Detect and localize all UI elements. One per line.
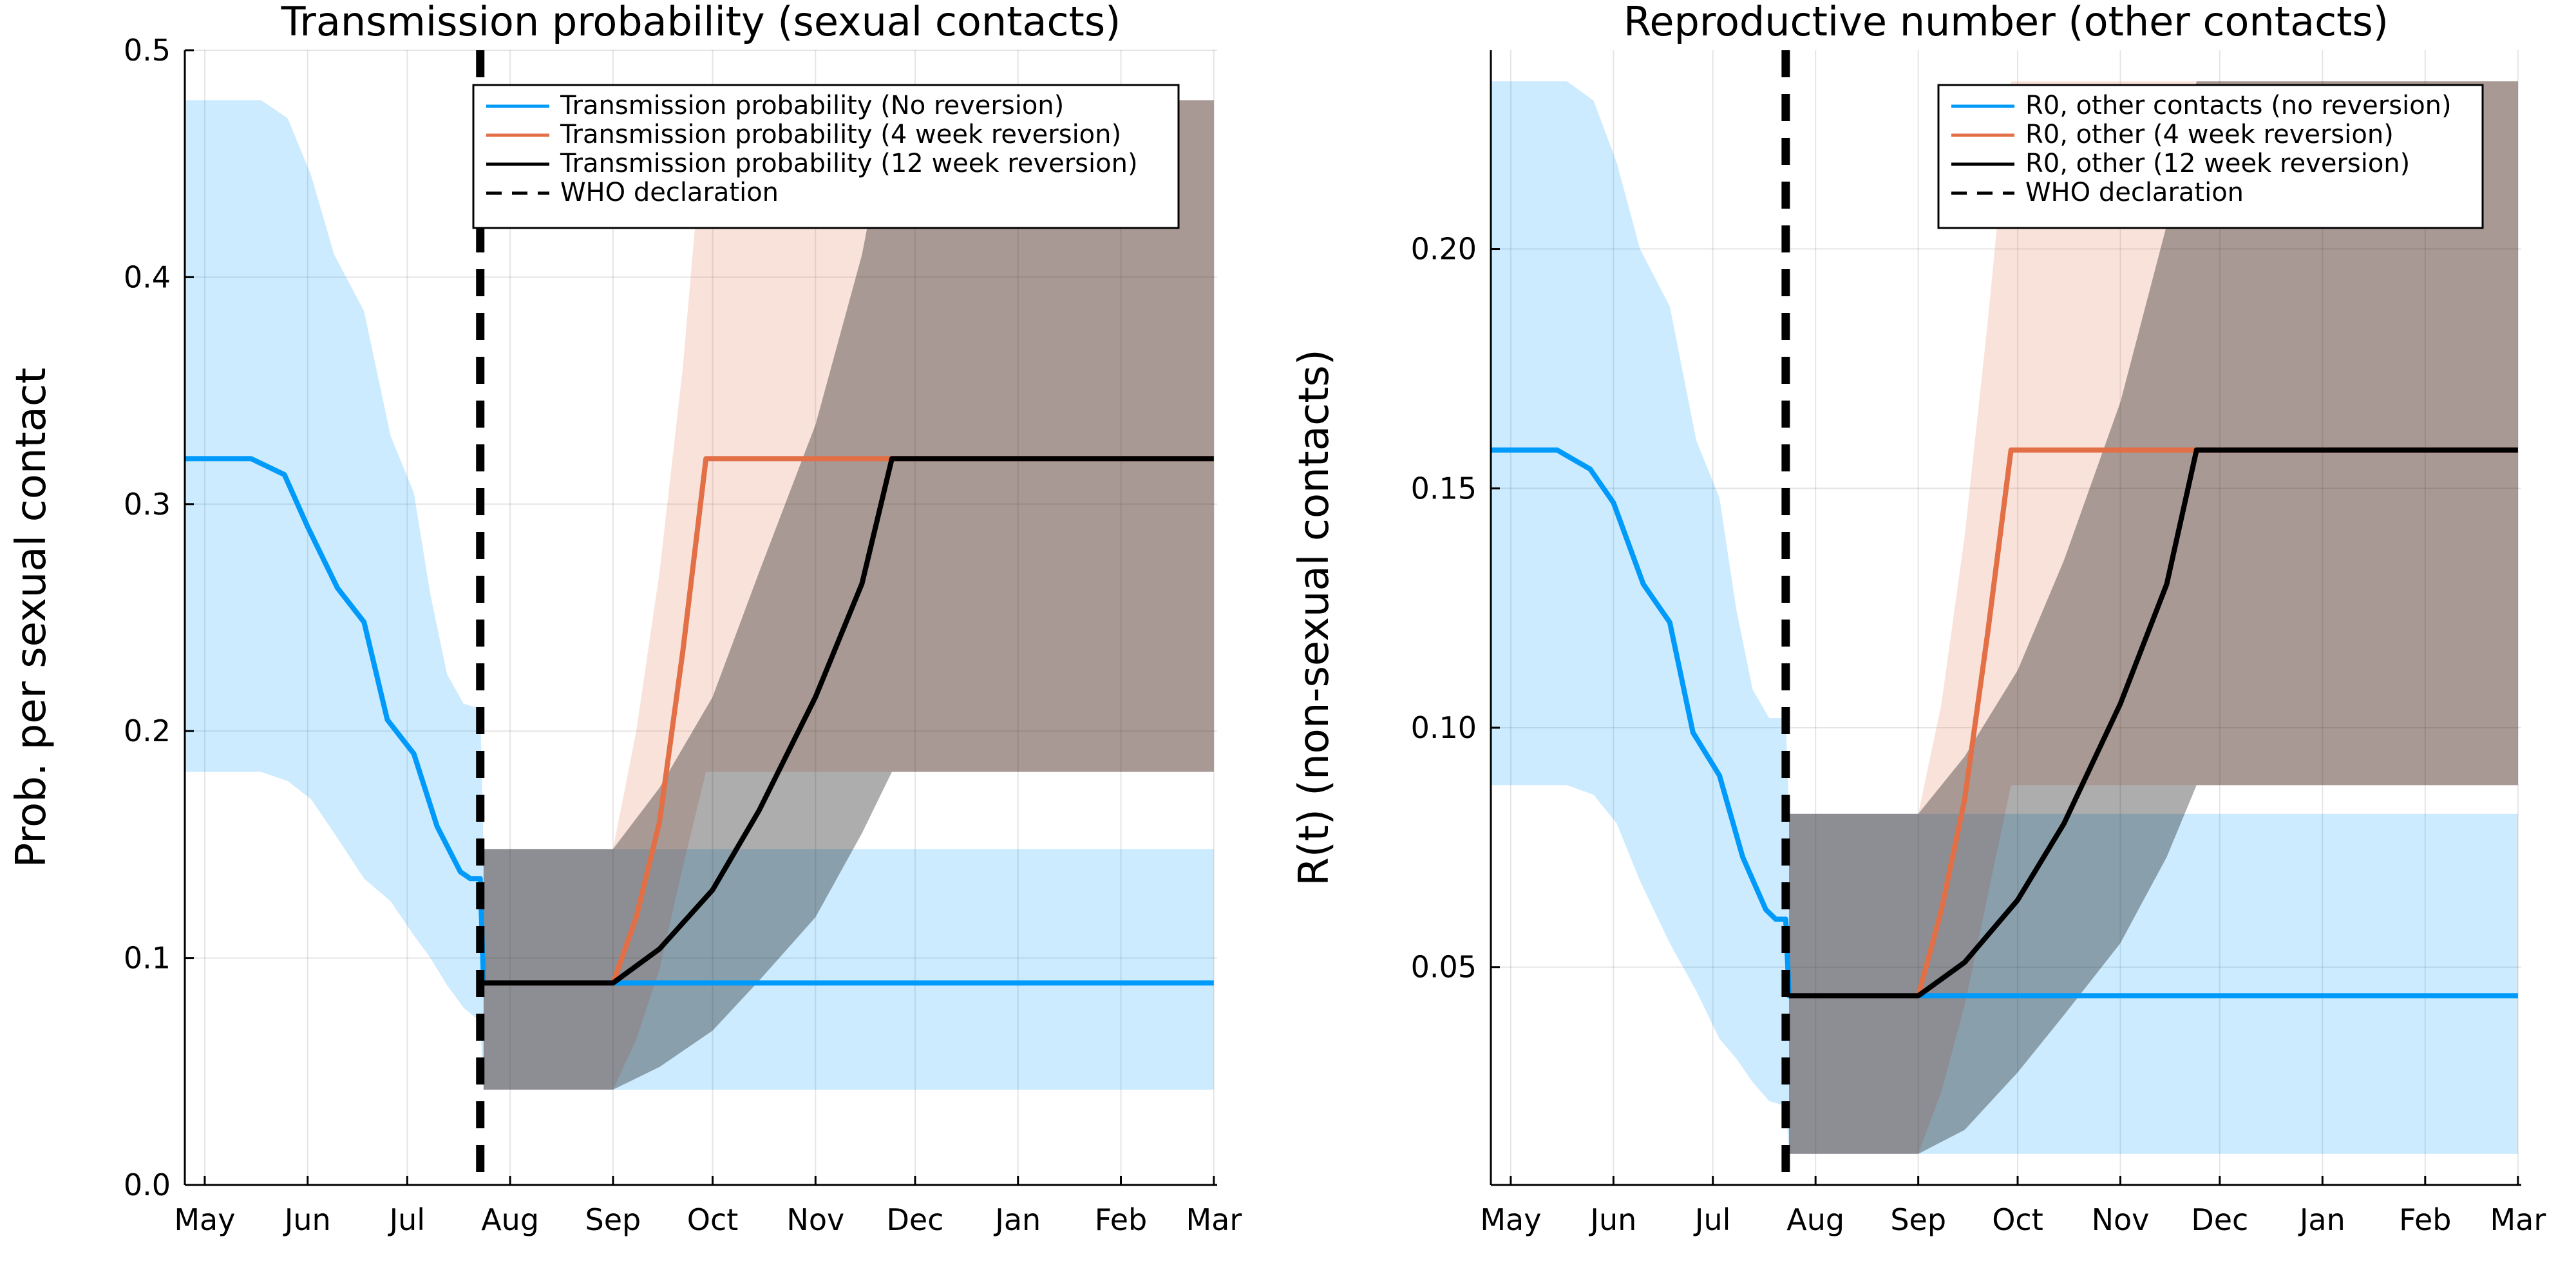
x-tick-label: Mar	[1186, 1202, 1242, 1237]
legend-label: R0, other contacts (no reversion)	[2025, 91, 2452, 120]
y-tick-label: 0.3	[124, 487, 171, 522]
y-tick-label: 0.4	[124, 260, 171, 294]
x-tick-label: Feb	[2399, 1202, 2451, 1237]
series-band-1	[1491, 81, 2518, 1154]
y-axis-label: Prob. per sexual contact	[8, 368, 55, 867]
legend-label: R0, other (4 week reversion)	[2025, 120, 2394, 149]
legend-label: Transmission probability (No reversion)	[560, 91, 1064, 120]
series-band-1	[185, 100, 1214, 1090]
x-tick-label: Oct	[1992, 1202, 2043, 1237]
legend-label: WHO declaration	[560, 178, 779, 207]
series-line-3	[483, 456, 1214, 986]
x-tick-label: Sep	[1890, 1202, 1946, 1237]
y-axis-label: R(t) (non-sexual contacts)	[1291, 349, 1338, 886]
x-tick-label: May	[174, 1202, 235, 1237]
legend: R0, other contacts (no reversion)R0, oth…	[1937, 84, 2484, 229]
x-tick-label: May	[1480, 1202, 1541, 1237]
y-tick-label: 0.2	[124, 714, 171, 748]
x-tick-label: Jun	[283, 1202, 331, 1237]
x-tick-label: Dec	[2191, 1202, 2248, 1237]
x-tick-label: Nov	[2092, 1202, 2150, 1237]
y-tick-label: 0.1	[124, 941, 171, 976]
y-tick-label: 0.15	[1411, 471, 1477, 506]
x-tick-label: Jul	[388, 1202, 426, 1237]
chart-title: Transmission probability (sexual contact…	[281, 0, 1121, 45]
x-tick-label: Jul	[1693, 1202, 1731, 1237]
legend-label: WHO declaration	[2025, 178, 2244, 207]
x-tick-label: Aug	[1786, 1202, 1844, 1237]
x-tick-label: Feb	[1095, 1202, 1147, 1237]
legend-label: R0, other (12 week reversion)	[2025, 149, 2410, 178]
series-line-1	[185, 456, 1214, 986]
y-tick-label: 0.05	[1411, 950, 1477, 985]
series-band-2	[483, 100, 1214, 1090]
chart-title: Reproductive number (other contacts)	[1624, 0, 2389, 45]
y-tick-label: 0.0	[124, 1168, 171, 1202]
x-tick-label: Jan	[993, 1202, 1041, 1237]
series-line-1	[1491, 447, 2518, 999]
panel-2: May Jun Jul Aug Sep Oct Nov Dec Jan Feb Mar 0.05 0.1…	[1291, 0, 2546, 1237]
x-tick-label: Dec	[886, 1202, 943, 1237]
x-tick-label: Aug	[481, 1202, 539, 1237]
y-tick-label: 0.10	[1411, 710, 1477, 745]
y-tick-label: 0.20	[1411, 232, 1477, 267]
legend-label: Transmission probability (12 week revers…	[560, 149, 1138, 178]
x-tick-label: Oct	[687, 1202, 739, 1237]
legend: Transmission probability (No reversion)T…	[472, 84, 1180, 229]
x-tick-label: Sep	[585, 1202, 641, 1237]
x-tick-label: Nov	[786, 1202, 844, 1237]
legend-box	[472, 84, 1180, 229]
legend-box	[1937, 84, 2484, 229]
series-band-3	[483, 100, 1214, 1090]
x-tick-label: Jan	[2298, 1202, 2345, 1237]
legend-label: Transmission probability (4 week reversi…	[560, 120, 1121, 149]
x-tick-label: Jun	[1588, 1202, 1636, 1237]
panel-1: May Jun Jul Aug Sep Oct Nov Dec Jan Feb Mar 0.0 0.1 0…	[8, 0, 1242, 1237]
x-tick-label: Mar	[2490, 1202, 2546, 1237]
series-line-3	[1789, 447, 2518, 999]
y-tick-label: 0.5	[124, 33, 171, 68]
